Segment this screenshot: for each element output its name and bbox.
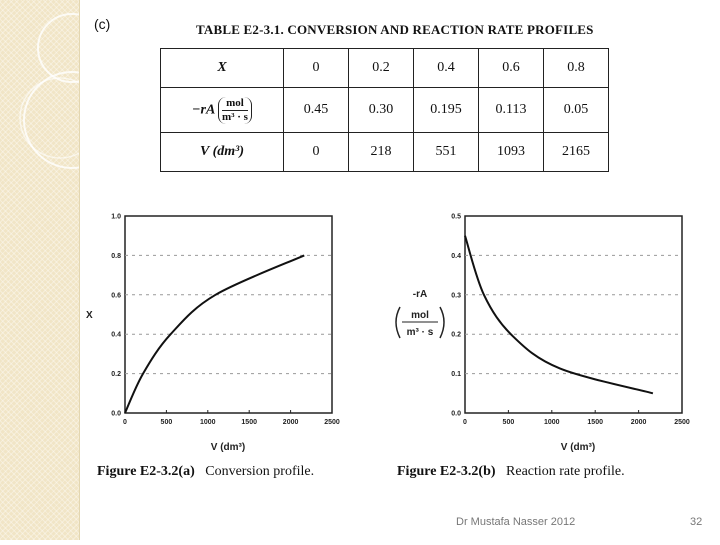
y-tick-label: 0.2 xyxy=(111,371,121,378)
y-axis-label: X xyxy=(86,310,93,321)
conversion-chart-svg: X V (dm³) 0.0 0.2 0.4 0.6 0.8 1.0 0 500 1000 1500… xyxy=(86,214,340,454)
y-tick-label: 0.2 xyxy=(451,332,461,339)
row-header-volume: V (dm³) xyxy=(160,132,284,172)
x-tick-label: 0 xyxy=(463,419,467,426)
table-row: −rA mol m³ · s 0.45 0.30 0.195 0.113 0.0… xyxy=(160,87,609,133)
x-tick-label: 2000 xyxy=(631,419,647,426)
rate-unit: mol m³ · s xyxy=(218,96,252,124)
table-row: X 0 0.2 0.4 0.6 0.8 xyxy=(160,48,609,88)
table-cell: 1093 xyxy=(478,132,544,172)
caption-b-fig: Figure E2-3.2(b) xyxy=(397,464,496,479)
x-tick-label: 1500 xyxy=(241,419,257,426)
table-cell: 0.30 xyxy=(348,87,414,133)
caption-b: Figure E2-3.2(b) Reaction rate profile. xyxy=(397,464,625,480)
plot-frame xyxy=(464,215,683,414)
table-cell: 218 xyxy=(348,132,414,172)
x-tick-label: 500 xyxy=(161,419,173,426)
y-axis-unit-num: mol xyxy=(411,310,429,321)
x-tick-label: 2000 xyxy=(283,419,299,426)
table-cell: 0.05 xyxy=(543,87,609,133)
y-tick-label: 0.0 xyxy=(111,411,121,418)
rate-chart: -rA mol m³ · s V (dm³) 0.0 0.1 0.2 0.3 0.4 0.… xyxy=(380,205,690,460)
table-cell: 0.6 xyxy=(478,48,544,88)
rate-chart-svg: -rA mol m³ · s V (dm³) 0.0 0.1 0.2 0.3 0.4 0.… xyxy=(395,214,690,453)
row-header-x: X xyxy=(160,48,284,88)
table-cell: 0.45 xyxy=(283,87,349,133)
table-cell: 0.4 xyxy=(413,48,479,88)
x-tick-label: 1000 xyxy=(200,419,216,426)
table-cell: 0 xyxy=(283,48,349,88)
x-tick-label: 0 xyxy=(123,419,127,426)
y-tick-label: 0.1 xyxy=(451,371,461,378)
x-tick-label: 500 xyxy=(503,419,515,426)
sidebar-divider xyxy=(79,0,80,540)
row-header-rate: −rA mol m³ · s xyxy=(160,87,284,133)
y-tick-label: 1.0 xyxy=(111,214,121,221)
conversion-chart: X V (dm³) 0.0 0.2 0.4 0.6 0.8 1.0 0 500 1000 1500… xyxy=(80,205,340,460)
table-cell: 2165 xyxy=(543,132,609,172)
caption-a-fig: Figure E2-3.2(a) xyxy=(97,464,195,479)
y-axis-unit-den: m³ · s xyxy=(407,327,434,338)
table-row: V (dm³) 0 218 551 1093 2165 xyxy=(160,132,609,172)
table-cell: 0 xyxy=(283,132,349,172)
table-cell: 551 xyxy=(413,132,479,172)
y-tick-label: 0.6 xyxy=(111,292,121,299)
x-axis-label: V (dm³) xyxy=(211,442,245,453)
y-tick-label: 0.4 xyxy=(111,332,121,339)
right-paren xyxy=(439,306,445,339)
table-cell: 0.113 xyxy=(478,87,544,133)
x-axis-label: V (dm³) xyxy=(561,442,595,453)
caption-b-text: Reaction rate profile. xyxy=(506,464,625,479)
table-cell: 0.195 xyxy=(413,87,479,133)
part-label: (c) xyxy=(94,16,111,32)
table-cell: 0.8 xyxy=(543,48,609,88)
plot-frame xyxy=(124,215,333,414)
x-tick-label: 2500 xyxy=(674,419,690,426)
table-cell: 0.2 xyxy=(348,48,414,88)
data-table: X 0 0.2 0.4 0.6 0.8 −rA mol m³ · s 0.45 … xyxy=(160,48,609,172)
decorative-circles xyxy=(19,13,121,169)
caption-a: Figure E2-3.2(a) Conversion profile. xyxy=(97,464,314,480)
y-tick-label: 0.5 xyxy=(451,214,461,221)
table-title: TABLE E2-3.1. CONVERSION AND REACTION RA… xyxy=(196,22,594,37)
y-tick-label: 0.3 xyxy=(451,292,461,299)
y-tick-label: 0.0 xyxy=(451,411,461,418)
series-line xyxy=(124,254,305,414)
x-tick-label: 1000 xyxy=(544,419,560,426)
footer-author: Dr Mustafa Nasser 2012 xyxy=(456,516,576,528)
left-paren xyxy=(395,306,401,339)
rate-symbol: −rA xyxy=(192,102,215,118)
series-line xyxy=(464,235,654,395)
rate-unit-num: mol xyxy=(222,97,248,111)
y-tick-label: 0.4 xyxy=(451,253,461,260)
y-axis-label: -rA xyxy=(413,289,427,300)
x-tick-label: 1500 xyxy=(587,419,603,426)
y-tick-label: 0.8 xyxy=(111,253,121,260)
rate-unit-den: m³ · s xyxy=(222,110,248,123)
sidebar-decoration xyxy=(0,0,121,540)
page-number: 32 xyxy=(690,516,703,528)
caption-a-text: Conversion profile. xyxy=(205,464,315,479)
x-tick-label: 2500 xyxy=(324,419,340,426)
